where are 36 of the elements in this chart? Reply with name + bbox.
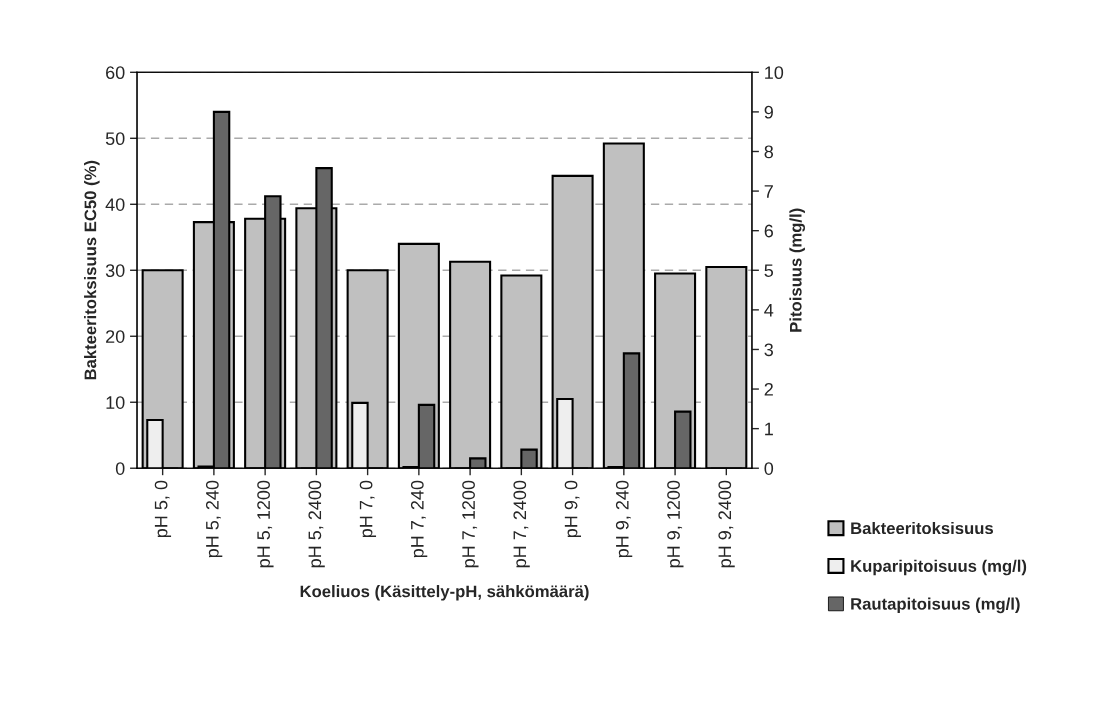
- legend-label: Kuparipitoisuus (mg/l): [851, 559, 1027, 576]
- y2-tick-label: 1: [765, 422, 773, 436]
- x-tick-label: pH 5, 0: [154, 480, 172, 538]
- y2-tick-label: 2: [764, 382, 773, 396]
- y2-tick-label: 10: [765, 66, 784, 80]
- y-axis-title: Bakteeritoksisuus EC50 (%): [84, 160, 100, 380]
- x-tick-label: pH 9, 240: [615, 480, 633, 558]
- y2-tick-label: 9: [764, 105, 773, 119]
- y2-tick-label: 3: [764, 343, 773, 357]
- y2-axis-title: Pitoisuus (mg/l): [789, 208, 805, 332]
- x-tick-label: pH 7, 240: [410, 480, 428, 558]
- y-tick-label: 0: [115, 462, 125, 475]
- x-tick-label: pH 5, 1200: [257, 480, 274, 568]
- y2-tick-label: 0: [764, 462, 774, 475]
- y2-tick-label: 8: [764, 145, 774, 159]
- y2-tick-label: 7: [764, 185, 773, 198]
- y-tick-label: 40: [105, 198, 125, 211]
- y2-tick-label: 4: [764, 303, 774, 317]
- y-tick-label: 50: [105, 132, 125, 146]
- y-tick-label: 10: [106, 396, 125, 409]
- x-tick-label: pH 7, 2400: [513, 480, 530, 568]
- x-axis-title: Koeliuos (Käsittely-pH, sähkömäärä): [300, 585, 589, 601]
- y-tick-label: 60: [106, 66, 125, 80]
- y-tick-label: 20: [106, 330, 125, 343]
- y2-tick-label: 5: [764, 264, 774, 277]
- x-tick-label: pH 5, 2400: [308, 480, 325, 568]
- x-tick-label: pH 9, 2400: [718, 480, 735, 568]
- x-tick-label: pH 9, 0: [564, 480, 582, 538]
- y-tick-label: 30: [105, 264, 125, 277]
- y2-tick-label: 6: [764, 224, 773, 238]
- x-tick-label: pH 9, 1200: [667, 480, 684, 568]
- x-tick-label: pH 7, 0: [359, 480, 377, 538]
- x-tick-label: pH 5, 240: [205, 480, 223, 558]
- legend-label: Bakteeritoksisuus: [851, 521, 994, 535]
- legend-label: Rautapitoisuus (mg/l): [851, 597, 1020, 614]
- x-tick-label: pH 7, 1200: [462, 480, 479, 568]
